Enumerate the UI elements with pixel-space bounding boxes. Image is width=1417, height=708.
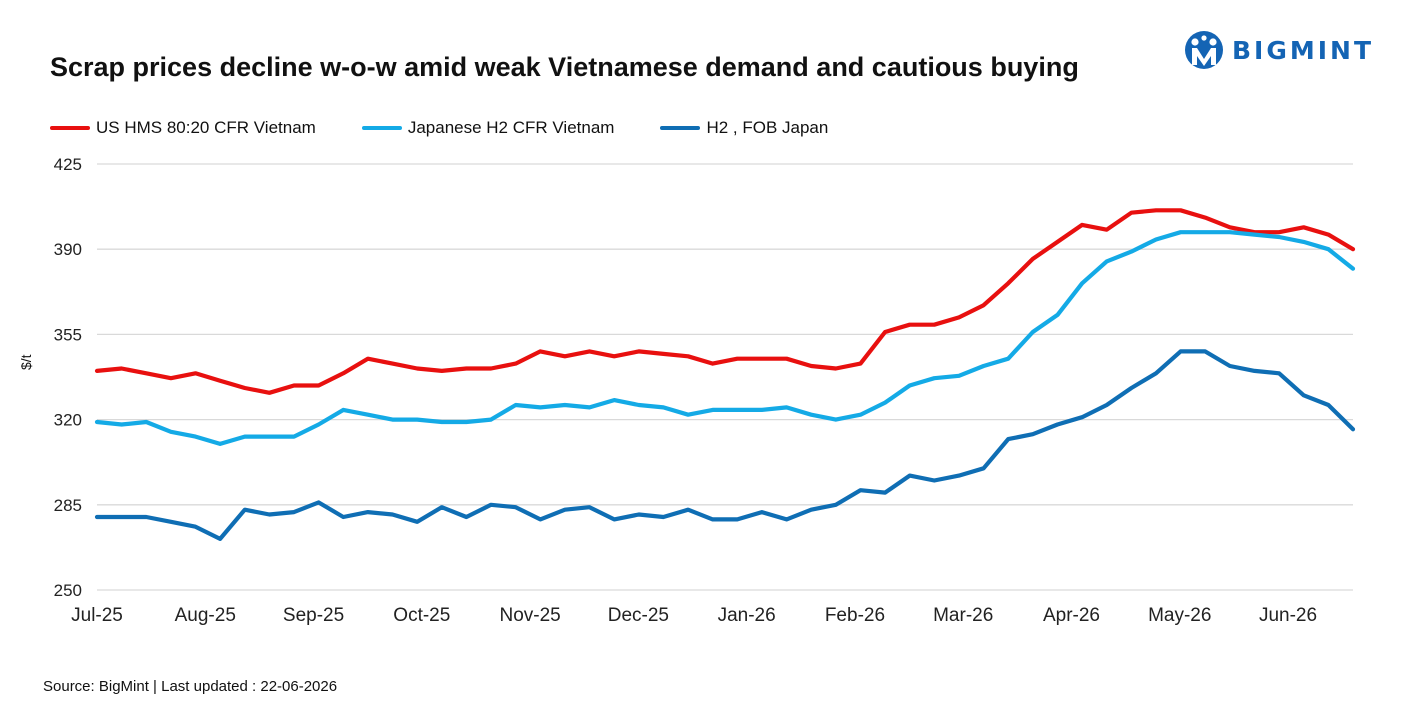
x-tick-label-aug-25: Aug-25	[175, 605, 236, 626]
legend-item-us-hms: US HMS 80:20 CFR Vietnam	[50, 118, 316, 138]
logo-text: BIGMINT	[1232, 35, 1375, 65]
legend-item-h2-fob: H2 , FOB Japan	[660, 118, 828, 138]
x-tick-label-jan-26: Jan-26	[718, 605, 776, 626]
bigmint-logo: BIGMINT	[1184, 28, 1374, 72]
x-tick-label-sep-25: Sep-25	[283, 605, 344, 626]
legend-item-japanese-h2: Japanese H2 CFR Vietnam	[361, 118, 615, 138]
x-tick-label-jun-26: Jun-26	[1259, 605, 1317, 626]
x-tick-label-mar-26: Mar-26	[933, 605, 993, 626]
series-line-h2-fob	[94, 349, 1356, 542]
y-tick-label-355: 355	[54, 325, 82, 344]
x-tick-label-jul-25: Jul-25	[71, 605, 123, 626]
legend-label-japanese-h2: Japanese H2 CFR Vietnam	[407, 118, 615, 137]
chart-legend: US HMS 80:20 CFR Vietnam Japanese H2 CFR…	[50, 118, 874, 138]
y-tick-label-285: 285	[54, 496, 82, 515]
series-line-us-hms	[94, 208, 1356, 395]
chart-title: Scrap prices decline w-o-w amid weak Vie…	[50, 52, 1079, 82]
x-tick-label-oct-25: Oct-25	[393, 605, 450, 626]
x-tick-label-apr-26: Apr-26	[1043, 605, 1100, 626]
x-tick-label-may-26: May-26	[1148, 605, 1211, 626]
legend-swatch-us-hms	[50, 126, 90, 130]
x-tick-label-nov-25: Nov-25	[499, 605, 560, 626]
y-tick-label-390: 390	[54, 240, 82, 259]
source-note: Source: BigMint | Last updated : 22-06-2…	[43, 678, 338, 695]
series-line-japanese-h2	[94, 230, 1356, 446]
x-tick-label-feb-26: Feb-26	[825, 605, 885, 626]
legend-swatch-h2-fob	[660, 126, 701, 130]
y-tick-label-425: 425	[54, 155, 82, 174]
y-tick-label-320: 320	[54, 411, 82, 430]
bigmint-logo-icon	[1185, 31, 1223, 69]
legend-label-h2-fob: H2 , FOB Japan	[706, 118, 829, 137]
legend-swatch-japanese-h2	[361, 126, 402, 130]
legend-label-us-hms: US HMS 80:20 CFR Vietnam	[96, 118, 316, 137]
x-tick-label-dec-25: Dec-25	[608, 605, 669, 626]
y-tick-label-250: 250	[54, 581, 82, 600]
